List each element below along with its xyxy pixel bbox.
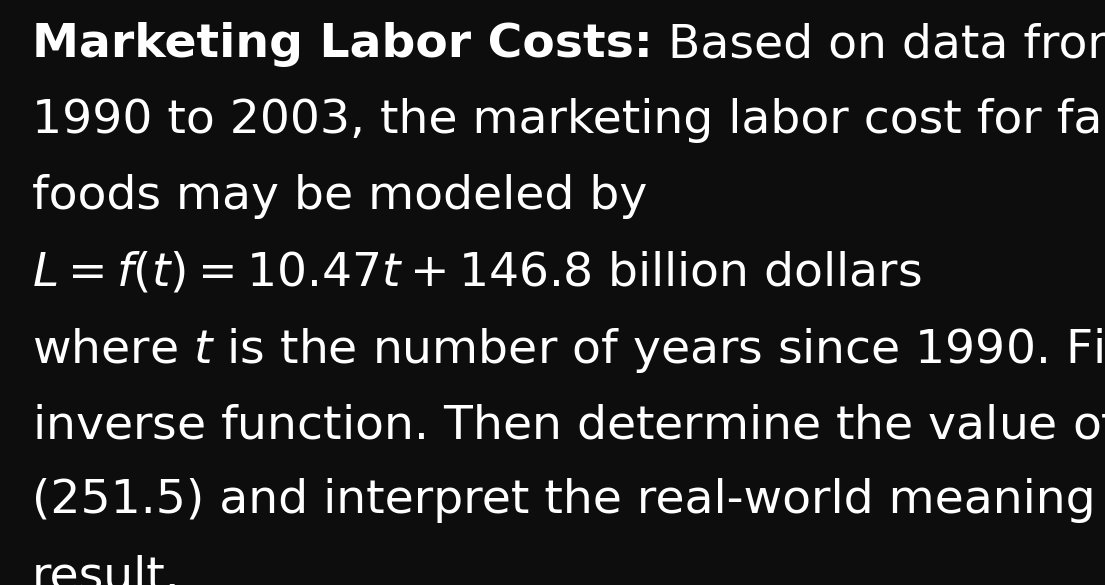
Text: 1990 to 2003, the marketing labor cost for farm: 1990 to 2003, the marketing labor cost f… (32, 98, 1105, 143)
Text: inverse function. Then determine the value of $f^{-1}$: inverse function. Then determine the val… (32, 402, 1105, 450)
Text: (251.5) and interpret the real-world meaning of the: (251.5) and interpret the real-world mea… (32, 478, 1105, 523)
Text: where $t$ is the number of years since 1990. Find the: where $t$ is the number of years since 1… (32, 326, 1105, 375)
Text: foods may be modeled by: foods may be modeled by (32, 174, 648, 219)
Text: result.: result. (32, 554, 181, 585)
Text: Based on data from: Based on data from (653, 22, 1105, 67)
Text: $L = f(t) = 10.47t + 146.8$ billion dollars: $L = f(t) = 10.47t + 146.8$ billion doll… (32, 250, 922, 295)
Text: Marketing Labor Costs:: Marketing Labor Costs: (32, 22, 653, 67)
